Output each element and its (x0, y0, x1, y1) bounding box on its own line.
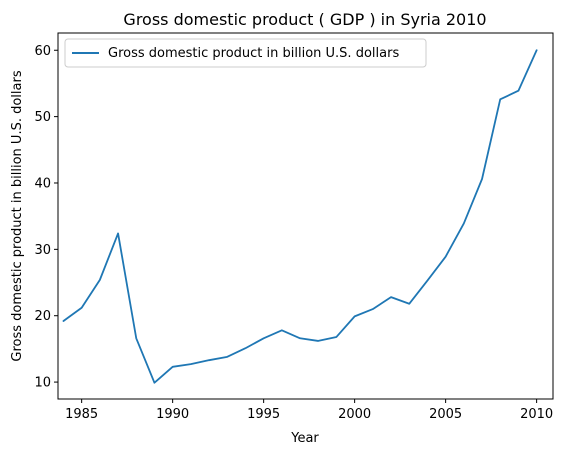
y-tick-label: 40 (34, 176, 51, 191)
plot-frame (57, 32, 554, 400)
legend-label: Gross domestic product in billion U.S. d… (108, 46, 399, 61)
y-tick-label: 50 (34, 110, 51, 125)
y-tick-label: 30 (34, 243, 51, 258)
chart-title: Gross domestic product ( GDP ) in Syria … (123, 10, 486, 29)
legend: Gross domestic product in billion U.S. d… (64, 38, 427, 68)
x-axis-title: Year (290, 431, 319, 446)
x-tick-label: 2000 (338, 407, 371, 422)
y-tick-label: 60 (34, 44, 51, 59)
x-tick-label: 1990 (156, 407, 189, 422)
series-line (62, 49, 538, 384)
x-tick-label: 1985 (65, 407, 98, 422)
x-tick-label: 2005 (429, 407, 462, 422)
x-tick-label: 2010 (520, 407, 553, 422)
y-tick-label: 10 (34, 376, 51, 391)
plot-area (62, 49, 538, 384)
x-tick-label: 1995 (247, 407, 280, 422)
y-tick-label: 20 (34, 309, 51, 324)
legend-box (64, 38, 427, 68)
y-axis-title: Gross domestic product in billion U.S. d… (10, 70, 25, 361)
